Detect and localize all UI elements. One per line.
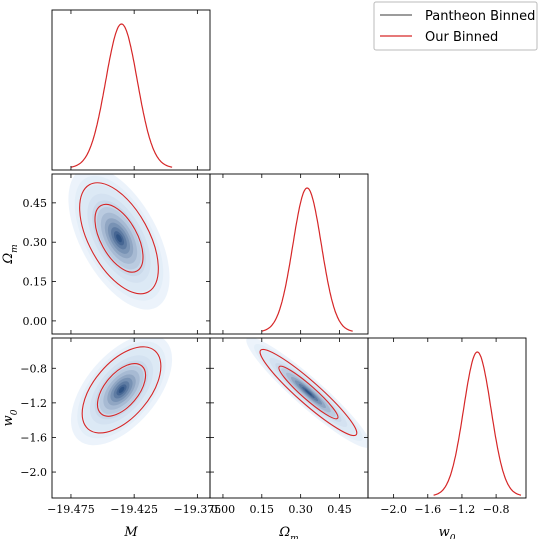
panel-frame [51,173,211,335]
y-tick-label-Omega_m: 0.00 [23,315,48,328]
marginal-curve-Omega_m [261,187,353,332]
x-tick-label-M: −19.375 [174,503,222,516]
density-level [116,234,122,243]
y-axis-label-Omega_m: Ωm [1,244,20,264]
density-level [304,389,312,396]
x-tick-label-M: −19.425 [110,503,158,516]
legend-label-ours: Our Binned [425,30,498,45]
x-tick-label-M: −19.475 [47,503,95,516]
y-tick-label-w0: −2.0 [20,466,47,479]
contour-ours [79,182,159,295]
contour-ours [81,346,162,434]
y-axis-label-w0: w0 [1,409,20,426]
panel-Omega_m-vs-w0 [246,338,368,448]
contour-ours [96,363,147,417]
x-tick-label-w0: −1.2 [449,503,476,516]
panel-M-vs-w0 [70,338,173,446]
x-tick-label-w0: −0.8 [483,503,510,516]
y-tick-label-Omega_m: 0.30 [23,236,48,249]
x-axis-label-Omega_m: Ωm [278,525,298,539]
density-level [118,386,125,394]
x-tick-label-w0: −2.0 [380,503,407,516]
x-tick-label-w0: −1.6 [414,503,441,516]
panel-M-vs-Omega_m [68,174,170,310]
panel-Omega_m-marginal [209,173,369,335]
x-tick-label-Omega_m: 0.30 [288,503,313,516]
x-tick-label-Omega_m: 0.00 [211,503,236,516]
panels: −2.0 −1.6 −1.2 −0.8 w0 0.00 0.15 0.30 0.45 Ωm −19.… [1,9,527,539]
legend-frame [373,1,538,51]
y-tick-label-w0: −0.8 [20,362,47,375]
y-tick-label-Omega_m: 0.45 [23,197,48,210]
contour-ours [94,203,144,273]
x-axis-label-w0: w0 [439,525,456,539]
x-tick-label-Omega_m: 0.45 [327,503,352,516]
x-axis-label-M: M [123,525,138,539]
panel-frame [209,337,369,499]
legend-label-pantheon: Pantheon Binned [425,9,535,24]
x-tick-label-Omega_m: 0.15 [250,503,275,516]
marginal-curve-M [70,23,173,168]
y-tick-label-w0: −1.2 [20,397,47,410]
marginal-curve-w0 [433,351,522,496]
y-tick-label-Omega_m: 0.15 [23,276,48,289]
panel-w0-marginal [367,337,527,499]
contour-ours [259,348,358,437]
y-tick-label-w0: −1.6 [20,431,47,444]
legend: Pantheon Binned Our Binned [373,1,538,51]
contour-ours [278,365,339,420]
panel-M-marginal [51,9,211,171]
